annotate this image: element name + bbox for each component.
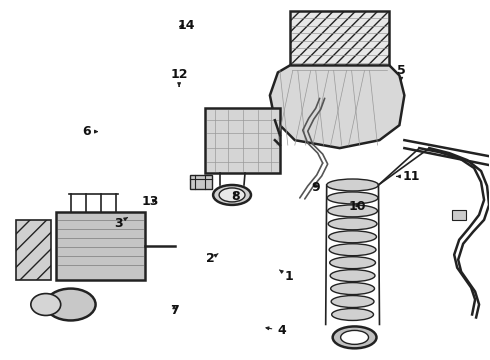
- Ellipse shape: [328, 218, 377, 230]
- Text: 9: 9: [312, 181, 320, 194]
- Text: 5: 5: [397, 64, 406, 80]
- FancyBboxPatch shape: [16, 220, 51, 280]
- Text: 4: 4: [266, 324, 286, 337]
- Text: 3: 3: [114, 216, 127, 230]
- Text: 7: 7: [170, 305, 178, 318]
- FancyBboxPatch shape: [290, 11, 390, 71]
- Ellipse shape: [329, 231, 376, 243]
- FancyBboxPatch shape: [190, 175, 212, 189]
- FancyBboxPatch shape: [205, 108, 280, 173]
- Ellipse shape: [219, 188, 245, 202]
- Ellipse shape: [331, 283, 374, 294]
- Text: 14: 14: [178, 19, 195, 32]
- Ellipse shape: [328, 205, 377, 217]
- Text: 1: 1: [279, 270, 294, 283]
- Ellipse shape: [329, 244, 376, 256]
- Ellipse shape: [330, 270, 375, 282]
- Ellipse shape: [332, 309, 373, 320]
- Ellipse shape: [327, 179, 378, 191]
- Ellipse shape: [46, 289, 96, 320]
- Text: 8: 8: [231, 190, 240, 203]
- Ellipse shape: [327, 192, 378, 204]
- Text: 11: 11: [396, 170, 420, 183]
- FancyBboxPatch shape: [56, 212, 146, 280]
- Ellipse shape: [330, 257, 375, 269]
- Text: 13: 13: [141, 195, 158, 208]
- Text: 2: 2: [206, 252, 218, 265]
- Ellipse shape: [341, 330, 368, 345]
- Ellipse shape: [213, 185, 251, 205]
- Text: 12: 12: [171, 68, 188, 86]
- Ellipse shape: [31, 293, 61, 315]
- FancyBboxPatch shape: [452, 210, 466, 220]
- Ellipse shape: [333, 327, 376, 348]
- Text: 6: 6: [82, 125, 98, 138]
- Ellipse shape: [331, 296, 374, 307]
- Text: 10: 10: [348, 201, 366, 213]
- Polygon shape: [270, 66, 404, 148]
